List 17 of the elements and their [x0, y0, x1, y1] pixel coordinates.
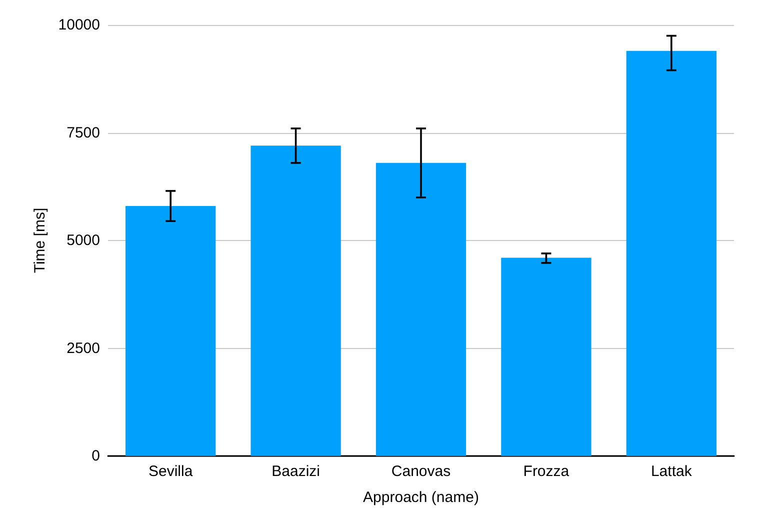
y-tick-label: 5000	[66, 232, 100, 249]
x-tick-label: Canovas	[391, 463, 451, 480]
y-tick-label: 2500	[66, 340, 100, 357]
y-axis-title: Time [ms]	[31, 208, 48, 274]
y-tick-label: 7500	[66, 124, 100, 142]
x-axis-title: Approach (name)	[363, 489, 479, 506]
bar	[376, 162, 466, 456]
x-tick-label: Frozza	[523, 463, 570, 480]
x-tick-label: Baazizi	[272, 463, 320, 480]
x-tick-label: Lattak	[650, 463, 692, 480]
bar	[501, 258, 592, 456]
y-tick-label: 0	[92, 448, 100, 464]
bar	[126, 206, 216, 456]
bar	[626, 50, 716, 456]
bar	[250, 146, 341, 456]
y-tick-label: 10000	[58, 16, 100, 34]
x-tick-label: Sevilla	[148, 463, 194, 480]
